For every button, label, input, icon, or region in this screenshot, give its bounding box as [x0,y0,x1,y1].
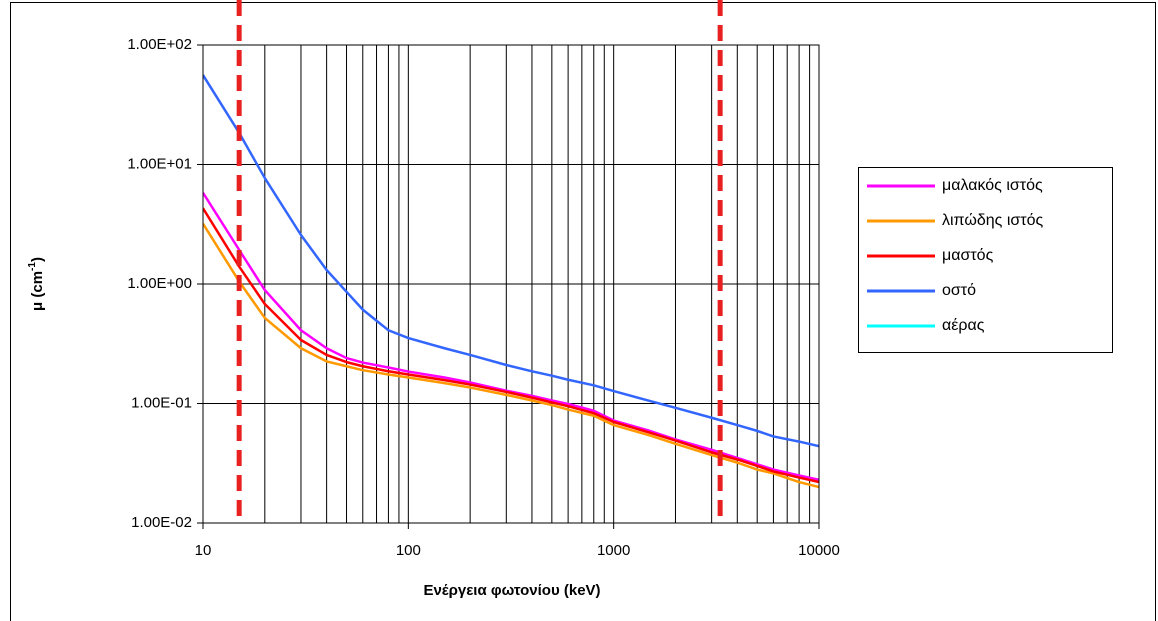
legend-label: λιπώδης ιστός [942,212,1043,229]
y-axis-title-sup: -1 [27,262,38,271]
y-tick-label: 1.00E-02 [131,514,192,531]
y-tick-label: 1.00E+02 [127,36,192,53]
lines [203,74,819,489]
x-tick-label: 10000 [798,542,840,559]
series-line [203,207,819,484]
x-tick-label: 10 [195,542,212,559]
x-tick-label: 1000 [597,542,630,559]
legend-label: μαλακός ιστός [942,177,1043,194]
y-axis-title: μ (cm-1) [27,257,46,311]
x-axis-title: Ενέργεια φωτονίου (keV) [423,582,600,599]
series-line [203,222,819,489]
y-tick-label: 1.00E+00 [127,275,192,292]
legend: μαλακός ιστός λιπώδης ιστός μαστός οστό αέρα… [867,177,1043,334]
y-tick-label: 1.00E-01 [131,394,192,411]
legend-label: αέρας [942,317,985,334]
y-tick-label: 1.00E+01 [127,155,192,172]
series-line [203,74,819,448]
x-tick-label: 100 [396,542,421,559]
y-axis-title-main: μ (cm [29,271,46,311]
axes: 10 100 1000 10000 1.00E-02 1.00E-01 1.00E+00 1.… [127,36,840,559]
series-line [203,192,819,481]
reference-lines [236,0,723,523]
legend-box [858,167,1113,353]
grid [202,44,820,524]
y-axis-title-end: ) [29,257,46,262]
legend-label: μαστός [942,247,994,264]
plot-border [202,44,820,524]
legend-label: οστό [942,282,976,299]
